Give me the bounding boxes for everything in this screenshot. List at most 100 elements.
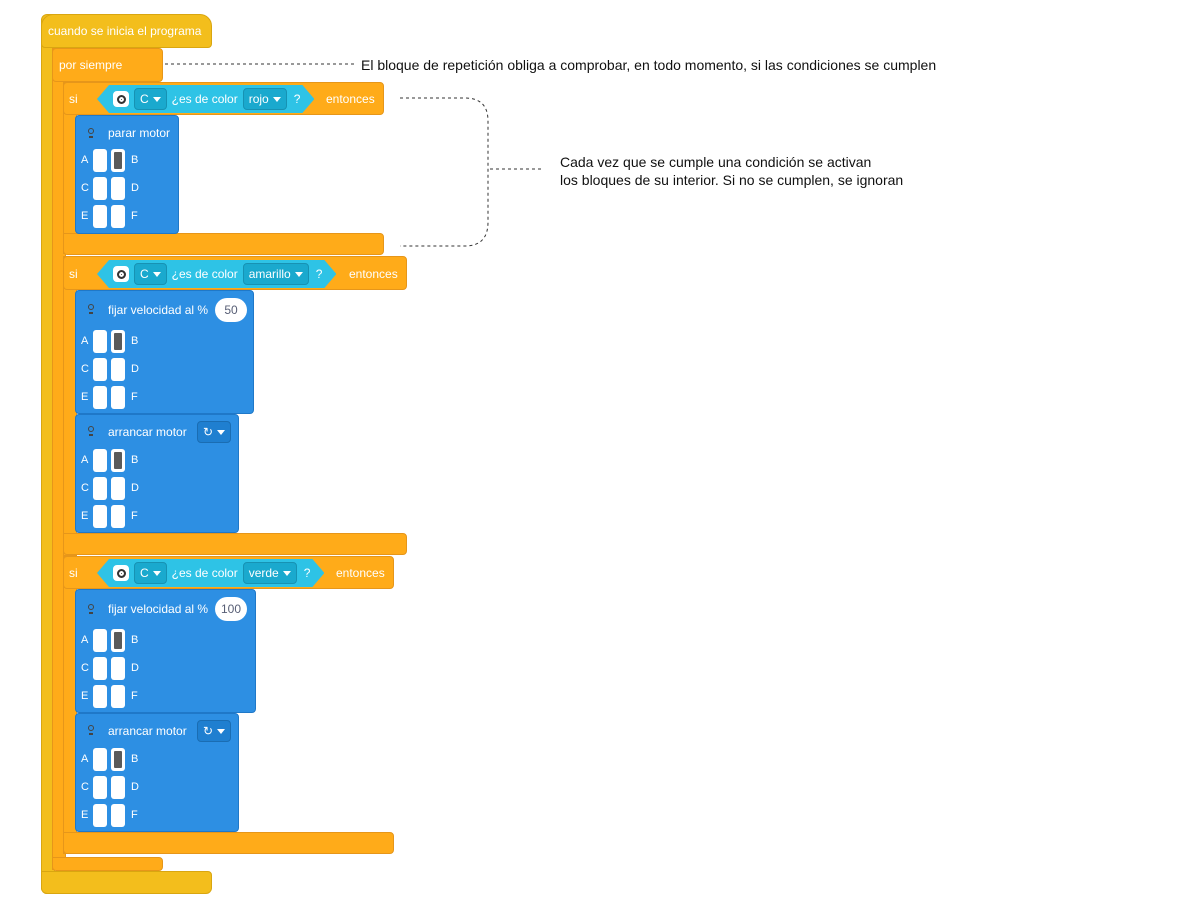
port-a-toggle[interactable] [93,148,107,172]
port-label: D [131,662,139,674]
color-condition[interactable]: C ¿es de color verde ? [97,559,324,587]
port-d-toggle[interactable] [111,476,125,500]
block-label: fijar velocidad al % [108,602,209,616]
port-label: F [131,690,138,702]
port-label: E [81,809,89,821]
chevron-down-icon [153,272,161,277]
port-f-toggle[interactable] [111,504,125,528]
port-label: A [81,154,89,166]
port-label: B [131,335,139,347]
forever-block-footer [52,857,163,871]
color-dropdown[interactable]: amarillo [243,263,309,285]
condition-note-line-1: Cada vez que se cumple una condición se … [560,154,872,170]
port-label: C [81,363,89,375]
port-b-toggle[interactable] [111,329,125,353]
port-e-toggle[interactable] [93,803,107,827]
event-block-header[interactable]: cuando se inicia el programa [41,14,212,48]
port-b-toggle[interactable] [111,448,125,472]
port-label: C [81,182,89,194]
then-label: entonces [349,267,398,281]
stop-motor-block[interactable]: parar motor A B C D E F [75,115,179,234]
chevron-down-icon [217,429,226,435]
forever-note: El bloque de repetición obliga a comprob… [361,57,937,73]
port-label: A [81,753,89,765]
port-f-toggle[interactable] [111,684,125,708]
then-label: entonces [336,566,385,580]
if-block-3-header[interactable]: si C ¿es de color verde ? entonces [63,556,394,589]
if-label: si [69,92,78,106]
color-condition[interactable]: C ¿es de color amarillo ? [97,260,336,288]
if-block-2-header[interactable]: si C ¿es de color amarillo ? entonces [63,256,407,290]
chevron-down-icon [295,272,303,277]
speed-input[interactable]: 100 [215,597,248,621]
if-block-1-header[interactable]: si C ¿es de color rojo ? entonces [63,82,384,115]
port-label: B [131,753,139,765]
port-dropdown[interactable]: C [134,263,167,285]
chevron-down-icon [273,97,281,102]
port-c-toggle[interactable] [93,656,107,680]
port-e-toggle[interactable] [93,504,107,528]
port-d-toggle[interactable] [111,656,125,680]
port-e-toggle[interactable] [93,385,107,409]
color-dropdown[interactable]: verde [243,562,297,584]
if-block-1-footer [63,233,384,255]
port-label: F [131,809,138,821]
port-c-toggle[interactable] [93,476,107,500]
port-f-toggle[interactable] [111,385,125,409]
port-d-toggle[interactable] [111,176,125,200]
port-b-toggle[interactable] [111,747,125,771]
condition-text: ¿es de color [171,566,238,580]
port-c-toggle[interactable] [93,357,107,381]
port-dropdown[interactable]: C [134,562,167,584]
start-motor-block[interactable]: arrancar motor ↻ A B C D E F [75,414,239,533]
port-label: D [131,482,139,494]
port-c-toggle[interactable] [93,775,107,799]
port-c-toggle[interactable] [93,176,107,200]
clockwise-icon: ↻ [203,425,214,439]
port-label: C [81,781,89,793]
port-label: E [81,510,89,522]
condition-text: ¿es de color [171,92,238,106]
set-speed-block[interactable]: fijar velocidad al % 50 A B C D E F [75,290,254,414]
start-motor-block[interactable]: arrancar motor ↻ A B C D E F [75,713,239,832]
port-a-toggle[interactable] [93,329,107,353]
color-condition[interactable]: C ¿es de color rojo ? [97,85,314,113]
block-label: arrancar motor [108,724,187,738]
port-dropdown[interactable]: C [134,88,167,110]
port-e-toggle[interactable] [93,204,107,228]
port-label: B [131,634,139,646]
port-label: D [131,182,139,194]
speed-input[interactable]: 50 [215,298,247,322]
port-e-toggle[interactable] [93,684,107,708]
port-label: E [81,690,89,702]
port-label: A [81,454,89,466]
if-label: si [69,566,78,580]
set-speed-block[interactable]: fijar velocidad al % 100 A B C D E F [75,589,256,713]
chevron-down-icon [153,97,161,102]
block-label: fijar velocidad al % [108,303,209,317]
port-b-toggle[interactable] [111,148,125,172]
block-label: arrancar motor [108,425,187,439]
port-d-toggle[interactable] [111,775,125,799]
direction-dropdown[interactable]: ↻ [197,421,232,443]
port-a-toggle[interactable] [93,747,107,771]
if-block-2-footer [63,533,407,555]
port-label: D [131,781,139,793]
event-block-label: cuando se inicia el programa [48,24,202,38]
forever-block-header[interactable]: por siempre [52,48,163,82]
port-a-toggle[interactable] [93,628,107,652]
port-f-toggle[interactable] [111,803,125,827]
port-selector: A B C D E F [81,327,139,411]
condition-note: Cada vez que se cumple una condición se … [560,153,903,189]
port-f-toggle[interactable] [111,204,125,228]
port-d-toggle[interactable] [111,357,125,381]
color-dropdown[interactable]: rojo [243,88,287,110]
color-sensor-icon [113,266,129,282]
port-b-toggle[interactable] [111,628,125,652]
condition-note-bracket [400,97,489,247]
direction-dropdown[interactable]: ↻ [197,720,232,742]
port-label: F [131,210,138,222]
port-a-toggle[interactable] [93,448,107,472]
event-block-footer [41,871,212,894]
port-label: E [81,210,89,222]
